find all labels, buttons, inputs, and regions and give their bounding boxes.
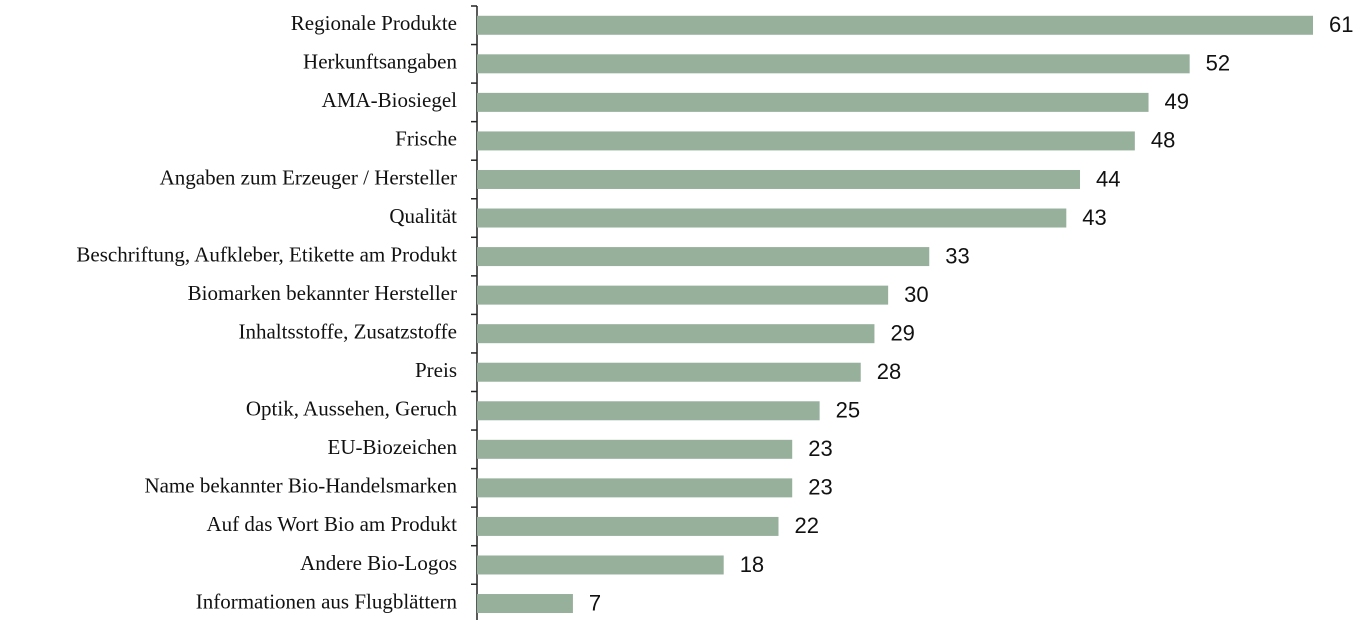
value-label: 52 [1206,51,1230,76]
category-label: Informationen aus Flugblättern [196,589,458,613]
bar [477,594,573,614]
value-label: 29 [890,320,914,345]
category-label: Auf das Wort Bio am Produkt [207,512,458,536]
category-label: Optik, Aussehen, Geruch [246,397,458,421]
value-label: 18 [740,552,764,577]
category-label: EU-Biozeichen [328,435,458,459]
category-label: Name bekannter Bio-Handelsmarken [144,474,457,498]
bar [477,169,1081,189]
bar [477,555,724,575]
value-label: 7 [589,590,601,615]
category-label: Regionale Produkte [291,11,457,35]
bar [477,516,779,536]
category-label: Preis [415,358,457,382]
category-label: Angaben zum Erzeuger / Hersteller [160,165,457,189]
value-label: 22 [795,513,819,538]
category-label: Qualität [389,204,457,228]
value-label: 61 [1329,12,1353,37]
value-label: 33 [945,243,969,268]
value-label: 28 [877,359,901,384]
bar [477,15,1313,35]
bar [477,208,1067,228]
value-label: 48 [1151,128,1175,153]
bar [477,285,889,305]
bar [477,92,1149,112]
bar [477,324,875,344]
bar [477,401,820,421]
category-label: Biomarken bekannter Hersteller [188,281,457,305]
category-label: AMA-Biosiegel [322,88,457,112]
value-label: 23 [808,436,832,461]
category-label: Herkunftsangaben [303,50,457,74]
category-label: Andere Bio-Logos [300,551,457,575]
bar [477,54,1190,74]
value-label: 44 [1096,166,1120,191]
value-label: 25 [836,398,860,423]
category-label: Beschriftung, Aufkleber, Etikette am Pro… [76,242,457,266]
value-label: 30 [904,282,928,307]
category-label: Inhaltsstoffe, Zusatzstoffe [238,319,457,343]
bar [477,247,930,267]
value-label: 49 [1165,89,1189,114]
bar [477,131,1135,151]
value-label: 23 [808,475,832,500]
bar [477,362,861,382]
bar [477,439,793,459]
category-label: Frische [395,127,457,151]
value-label: 43 [1082,205,1106,230]
bar [477,478,793,498]
